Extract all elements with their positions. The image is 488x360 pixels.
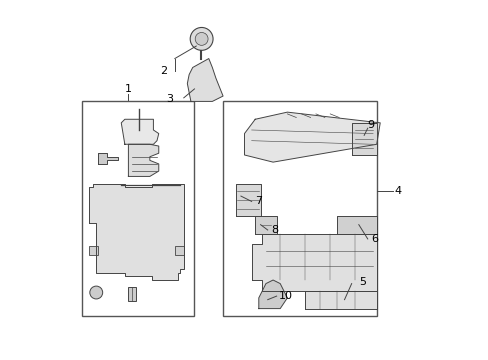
Bar xyxy=(89,246,98,255)
Polygon shape xyxy=(121,119,159,144)
Polygon shape xyxy=(235,184,260,216)
Text: 7: 7 xyxy=(255,197,262,206)
Polygon shape xyxy=(351,123,376,155)
Text: 1: 1 xyxy=(124,84,132,94)
Polygon shape xyxy=(89,184,183,280)
Text: 4: 4 xyxy=(394,186,401,196)
Circle shape xyxy=(195,32,207,45)
Bar xyxy=(128,287,135,301)
Polygon shape xyxy=(251,234,376,291)
Polygon shape xyxy=(244,112,380,162)
Circle shape xyxy=(90,286,102,299)
Polygon shape xyxy=(258,280,287,309)
Polygon shape xyxy=(337,216,376,234)
Polygon shape xyxy=(305,291,376,309)
Polygon shape xyxy=(255,216,276,234)
Polygon shape xyxy=(82,102,194,316)
Text: 6: 6 xyxy=(370,234,378,244)
Text: 8: 8 xyxy=(271,225,278,235)
Polygon shape xyxy=(187,59,223,102)
Polygon shape xyxy=(223,102,376,316)
Bar xyxy=(175,246,183,255)
Text: 3: 3 xyxy=(166,94,173,104)
Circle shape xyxy=(190,27,213,50)
Text: 10: 10 xyxy=(278,291,292,301)
Polygon shape xyxy=(128,144,159,176)
Text: 2: 2 xyxy=(160,66,167,76)
Polygon shape xyxy=(98,153,118,164)
Text: 9: 9 xyxy=(367,120,374,130)
Text: 5: 5 xyxy=(358,277,365,287)
